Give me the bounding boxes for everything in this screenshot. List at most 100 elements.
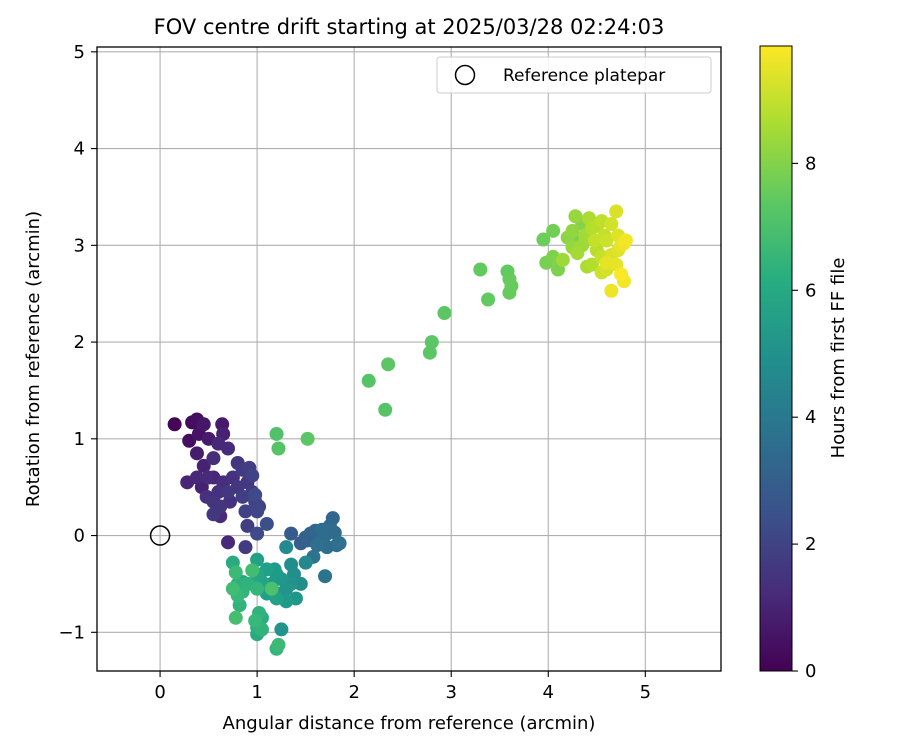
data-points xyxy=(167,204,633,656)
data-point xyxy=(274,622,289,637)
data-point xyxy=(502,285,517,300)
colorbar-ticks: 0 2 4 6 8 xyxy=(792,153,816,682)
data-point xyxy=(167,417,182,432)
data-point xyxy=(584,257,599,272)
data-point xyxy=(536,232,551,247)
data-point xyxy=(238,504,253,519)
x-axis-ticks: 0 1 2 3 4 5 xyxy=(154,671,651,703)
data-point xyxy=(378,402,393,417)
y-tick-label: 0 xyxy=(74,526,85,547)
data-point xyxy=(618,233,633,248)
data-point xyxy=(228,565,243,580)
data-point xyxy=(604,283,619,298)
x-tick-label: 3 xyxy=(445,682,456,703)
data-point xyxy=(587,233,602,248)
data-point xyxy=(614,267,629,282)
colorbar-label: Hours from first FF file xyxy=(828,258,849,459)
y-tick-label: 2 xyxy=(74,332,85,353)
data-point xyxy=(250,526,265,541)
x-tick-label: 2 xyxy=(348,682,359,703)
data-point xyxy=(248,613,263,628)
data-point xyxy=(332,536,347,551)
data-point xyxy=(189,470,204,485)
data-point xyxy=(300,431,315,446)
colorbar-tick-label: 4 xyxy=(805,407,816,428)
data-point xyxy=(279,540,294,555)
colorbar-tick-label: 2 xyxy=(805,534,816,555)
legend-label-reference: Reference platepar xyxy=(503,66,665,86)
data-point xyxy=(570,246,585,261)
data-point xyxy=(221,535,236,550)
data-point xyxy=(327,525,342,540)
data-point xyxy=(381,357,396,372)
data-point xyxy=(245,563,260,578)
data-point xyxy=(189,446,204,461)
data-point xyxy=(318,569,333,584)
y-tick-label: 4 xyxy=(74,139,85,160)
data-point xyxy=(271,637,286,652)
data-point xyxy=(298,555,313,570)
legend: Reference platepar xyxy=(436,56,712,94)
data-point xyxy=(555,252,570,267)
data-point xyxy=(310,538,325,553)
data-point xyxy=(238,540,253,555)
data-point xyxy=(565,223,580,238)
x-tick-label: 0 xyxy=(154,682,165,703)
x-tick-label: 4 xyxy=(543,682,554,703)
data-point xyxy=(235,489,250,504)
x-tick-label: 1 xyxy=(251,682,262,703)
x-tick-label: 5 xyxy=(640,682,651,703)
data-point xyxy=(250,552,265,567)
chart-title: FOV centre drift starting at 2025/03/28 … xyxy=(154,15,665,39)
data-point xyxy=(228,610,243,625)
y-tick-label: 3 xyxy=(74,235,85,256)
data-point xyxy=(196,458,211,473)
data-point xyxy=(201,470,216,485)
legend-box xyxy=(436,56,712,94)
data-point xyxy=(568,209,583,224)
data-point xyxy=(609,204,624,219)
data-point xyxy=(546,223,561,238)
data-point xyxy=(481,292,496,307)
data-point xyxy=(269,426,284,441)
data-point xyxy=(437,306,452,321)
data-point xyxy=(250,581,265,596)
x-axis-label: Angular distance from reference (arcmin) xyxy=(223,713,596,734)
y-tick-label: 5 xyxy=(74,42,85,63)
colorbar-tick-label: 0 xyxy=(805,661,816,682)
data-point xyxy=(225,581,240,596)
grid-lines xyxy=(97,47,721,671)
data-point xyxy=(206,507,221,522)
y-axis-ticks: −1 0 1 2 3 4 5 xyxy=(58,42,97,643)
colorbar: 0 2 4 6 8 Hours from first FF file xyxy=(759,45,849,682)
data-point xyxy=(250,504,265,519)
data-point xyxy=(315,522,330,537)
data-point xyxy=(361,373,376,388)
y-tick-label: 1 xyxy=(74,429,85,450)
data-point xyxy=(424,335,439,350)
data-point xyxy=(248,487,263,502)
y-tick-label: −1 xyxy=(58,622,85,643)
data-point xyxy=(196,417,211,432)
data-point xyxy=(182,433,197,448)
data-point xyxy=(206,451,221,466)
data-point xyxy=(264,581,279,596)
reference-platepar-marker xyxy=(149,525,171,546)
colorbar-gradient xyxy=(759,45,793,672)
data-point xyxy=(221,441,236,456)
data-point xyxy=(473,262,488,277)
data-point xyxy=(271,441,286,456)
data-point xyxy=(422,345,437,360)
data-point xyxy=(245,468,260,483)
data-point xyxy=(604,217,619,232)
colorbar-tick-label: 6 xyxy=(805,280,816,301)
data-point xyxy=(599,233,614,248)
colorbar-tick-label: 8 xyxy=(805,153,816,174)
legend-marker-reference xyxy=(454,64,476,86)
data-point xyxy=(259,516,274,531)
y-axis-label: Rotation from reference (arcmin) xyxy=(23,211,44,507)
data-point xyxy=(284,526,299,541)
data-point xyxy=(240,518,255,533)
